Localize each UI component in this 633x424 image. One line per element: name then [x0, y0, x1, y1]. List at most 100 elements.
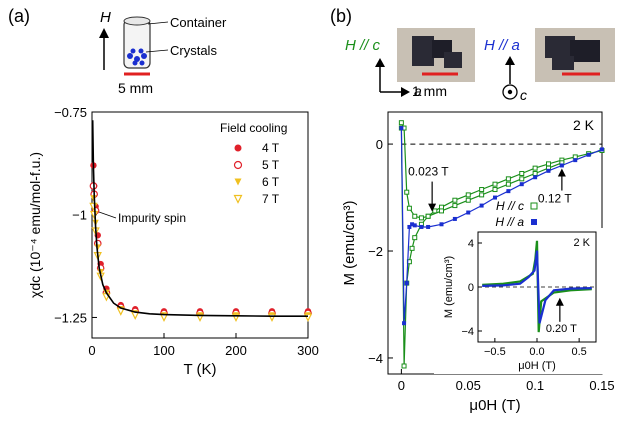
axes-c-icon — [375, 58, 410, 97]
data-point — [452, 216, 457, 221]
data-point — [586, 152, 591, 157]
y-tick-label: −0.75 — [54, 105, 87, 120]
y-tick-label: −1.25 — [54, 310, 87, 325]
legend-label: 6 T — [262, 175, 280, 189]
data-point — [479, 192, 485, 198]
x-tick-label: 0 — [398, 378, 405, 393]
data-point — [399, 126, 404, 131]
chart-c-inset: −0.5 0.0 0.5 −4 0 4 μ0H (T) M (emu/cm³) 2 K 0.20 … — [434, 228, 604, 374]
inset-annotation-arrowhead — [555, 297, 564, 306]
data-point — [401, 363, 407, 369]
data-point — [439, 222, 444, 227]
crystals-label: Crystals — [170, 43, 217, 58]
legend-label: 4 T — [262, 141, 280, 155]
y-axis-label: χdc (10⁻⁴ emu/mol-f.u.) — [27, 152, 43, 298]
photo-a-label: H // a — [484, 37, 520, 54]
annotation-label: 0.12 T — [538, 192, 572, 206]
data-point — [492, 181, 498, 187]
data-point — [465, 192, 471, 198]
crystal-photo-c — [397, 28, 475, 82]
data-point — [493, 195, 497, 200]
x-axis-label: T (K) — [183, 361, 216, 378]
x-tick-label: −0.5 — [484, 346, 506, 358]
data-point — [398, 120, 404, 126]
data-point — [505, 176, 511, 182]
data-point — [479, 203, 484, 208]
data-point — [412, 223, 417, 228]
legend-marker — [234, 178, 242, 186]
y-axis-label: M (emu/cm³) — [443, 256, 455, 318]
annotation-arrowhead — [428, 203, 437, 212]
crystal-photo-a — [535, 28, 615, 82]
data-point — [426, 224, 431, 229]
series-line — [400, 127, 603, 367]
data-point — [505, 181, 511, 187]
temperature-label: 2 K — [573, 117, 595, 133]
inset-annotation-label: 0.20 T — [546, 323, 577, 335]
data-point — [546, 168, 551, 173]
data-point — [452, 203, 458, 209]
data-point — [519, 182, 524, 187]
data-point — [506, 189, 511, 194]
legend-marker — [530, 202, 538, 210]
x-axis-label: μ0H (T) — [518, 360, 556, 372]
y-tick-label: −4 — [368, 351, 383, 366]
legend-label: H // a — [495, 215, 524, 229]
data-point — [559, 163, 564, 168]
legend-label: H // c — [496, 199, 524, 213]
container-icon — [123, 16, 169, 69]
y-tick-label: −2 — [368, 244, 383, 259]
y-axis-label: M (emu/cm³) — [341, 201, 358, 286]
chart-a: 0 100 200 300 −1.25 −1 −0.75 T (K) χdc (10⁻⁴ emu… — [27, 105, 319, 378]
data-point — [419, 224, 424, 229]
field-arrow-label: H — [100, 9, 111, 26]
data-point — [519, 176, 525, 182]
panel-a-label: (a) — [8, 6, 30, 26]
data-point — [425, 213, 431, 219]
data-point — [418, 215, 424, 221]
annotation-label: 0.023 T — [408, 165, 449, 179]
data-point — [406, 205, 412, 211]
x-tick-label: 0.15 — [589, 378, 614, 393]
data-point — [573, 158, 578, 163]
y-tick-label: −4 — [461, 326, 474, 338]
impurity-pointer — [98, 211, 117, 219]
y-tick-label: 4 — [468, 238, 474, 250]
container-label: Container — [170, 15, 227, 30]
data-point — [532, 165, 538, 171]
data-point — [466, 210, 471, 215]
axis-c-label: c — [520, 87, 527, 103]
data-point — [452, 197, 458, 203]
plot-frame — [91, 111, 309, 339]
x-tick-label: 300 — [297, 343, 319, 358]
legend-marker — [233, 194, 243, 204]
photo-c-label: H // c — [345, 37, 381, 54]
panel-b-label: (b) — [330, 6, 352, 26]
inset-temperature-label: 2 K — [573, 237, 590, 249]
data-point — [519, 170, 525, 176]
data-point — [412, 213, 418, 219]
data-point — [492, 187, 498, 193]
data-point — [465, 197, 471, 203]
data-point — [90, 195, 97, 202]
data-point — [532, 170, 538, 176]
legend-marker — [531, 219, 537, 225]
data-point — [410, 222, 415, 227]
data-point — [439, 208, 444, 214]
legend-title: Field cooling — [220, 121, 287, 135]
axes-a-icon — [502, 56, 518, 100]
inset-series-line — [482, 240, 592, 333]
legend-marker — [233, 160, 243, 170]
data-point — [303, 313, 313, 322]
y-tick-label: −1 — [72, 208, 87, 223]
field-arrow-icon — [99, 28, 109, 70]
x-axis-label: μ0H (T) — [469, 397, 520, 414]
x-tick-label: 0.1 — [526, 378, 544, 393]
legend-marker — [234, 144, 242, 152]
data-point — [407, 224, 412, 229]
inset-series-line — [482, 250, 592, 324]
x-tick-label: 0.05 — [456, 378, 481, 393]
y-tick-label: 0 — [376, 137, 383, 152]
data-point — [600, 147, 604, 152]
data-point — [402, 321, 407, 326]
